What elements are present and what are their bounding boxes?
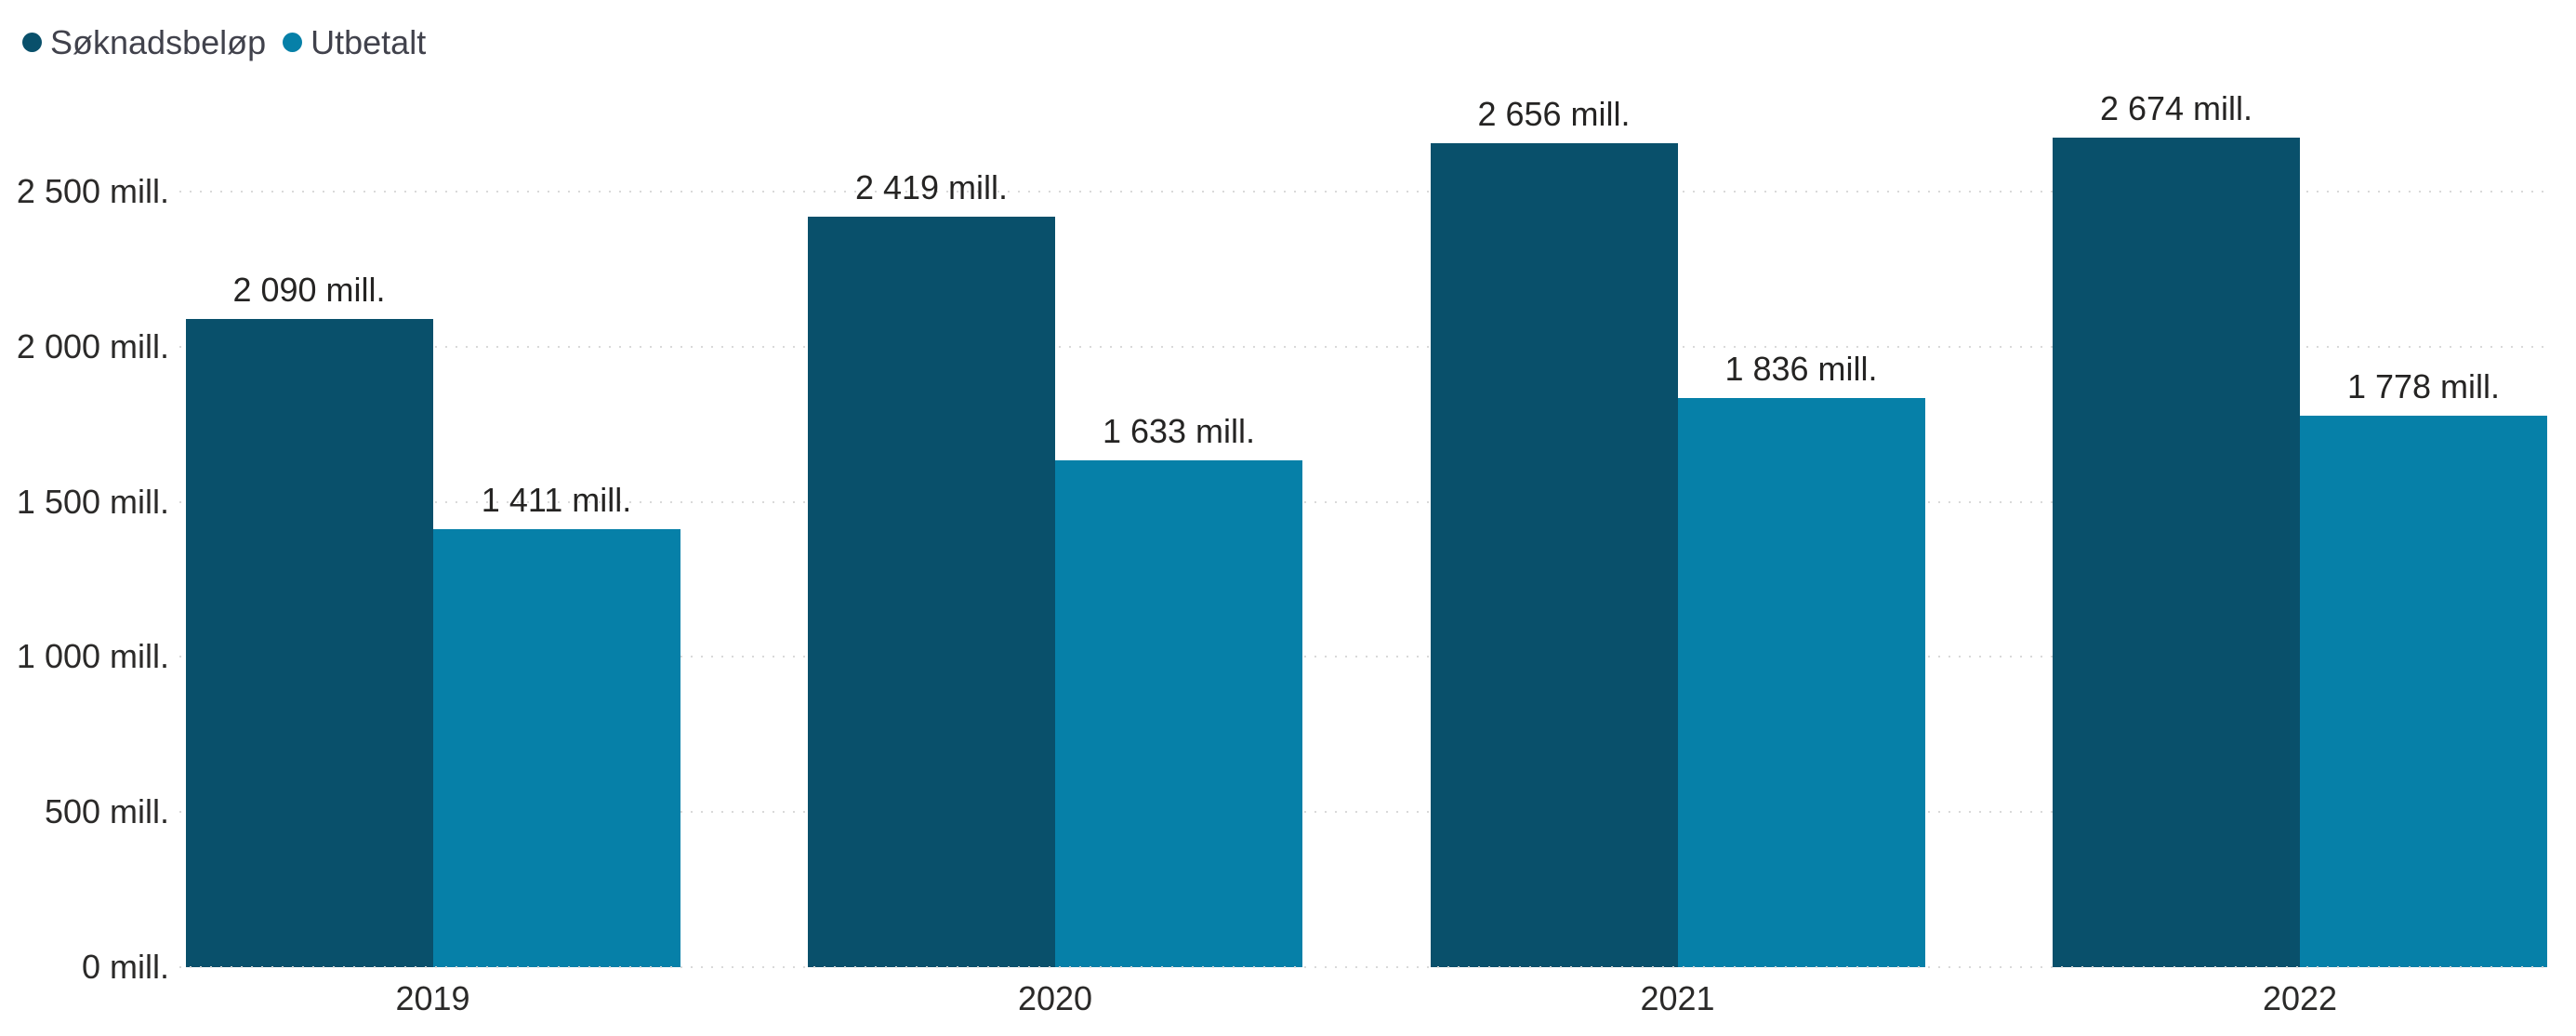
- legend-item-label: Utbetalt: [310, 23, 427, 61]
- bar-value-label-utbetalt-2021: 1 836 mill.: [1724, 349, 1878, 388]
- bar-soknadsbelop-2019[interactable]: [185, 318, 433, 967]
- x-axis-label-2021: 2021: [1640, 979, 1715, 1017]
- bar-value-label-soknadsbelop-2022: 2 674 mill.: [2099, 88, 2253, 127]
- bar-value-label-soknadsbelop-2020: 2 419 mill.: [854, 168, 1009, 207]
- bar-value-label-utbetalt-2022: 1 778 mill.: [2346, 366, 2501, 405]
- gridline: [179, 811, 2549, 814]
- legend-dot-icon: [22, 33, 42, 53]
- bar-value-label-utbetalt-2019: 1 411 mill.: [481, 481, 632, 520]
- bar-value-label-soknadsbelop-2021: 2 656 mill.: [1477, 94, 1631, 133]
- x-axis-label-2022: 2022: [2262, 979, 2338, 1017]
- y-axis-tick-label: 2 000 mill.: [16, 326, 169, 365]
- legend-item-soknadsbelop[interactable]: Søknadsbeløp: [22, 24, 266, 61]
- bar-utbetalt-2022[interactable]: [2300, 415, 2547, 967]
- legend-dot-icon: [283, 33, 303, 53]
- gridline: [179, 191, 2549, 193]
- legend: Søknadsbeløp Utbetalt: [22, 24, 426, 61]
- bar-utbetalt-2020[interactable]: [1055, 460, 1302, 967]
- x-axis-label-2019: 2019: [395, 979, 470, 1017]
- bar-value-label-soknadsbelop-2019: 2 090 mill.: [232, 270, 386, 309]
- y-axis-tick-label: 0 mill.: [81, 948, 169, 986]
- bar-utbetalt-2021[interactable]: [1677, 397, 1925, 967]
- gridline: [179, 500, 2549, 503]
- bar-value-label-utbetalt-2020: 1 633 mill.: [1102, 412, 1256, 451]
- x-axis-label-2020: 2020: [1017, 979, 1093, 1017]
- gridline: [179, 656, 2549, 658]
- legend-item-label: Søknadsbeløp: [50, 23, 267, 61]
- bar-soknadsbelop-2021[interactable]: [1430, 142, 1678, 967]
- y-axis-tick-label: 500 mill.: [44, 792, 169, 831]
- bar-soknadsbelop-2022[interactable]: [2053, 137, 2300, 967]
- bar-utbetalt-2019[interactable]: [432, 529, 680, 967]
- x-axis-baseline: [179, 966, 2549, 968]
- gridline: [179, 345, 2549, 348]
- y-axis-tick-label: 1 500 mill.: [16, 482, 169, 521]
- y-axis-tick-label: 1 000 mill.: [16, 637, 169, 676]
- bar-soknadsbelop-2020[interactable]: [808, 217, 1055, 967]
- y-axis-tick-label: 2 500 mill.: [16, 172, 169, 210]
- legend-item-utbetalt[interactable]: Utbetalt: [283, 24, 426, 61]
